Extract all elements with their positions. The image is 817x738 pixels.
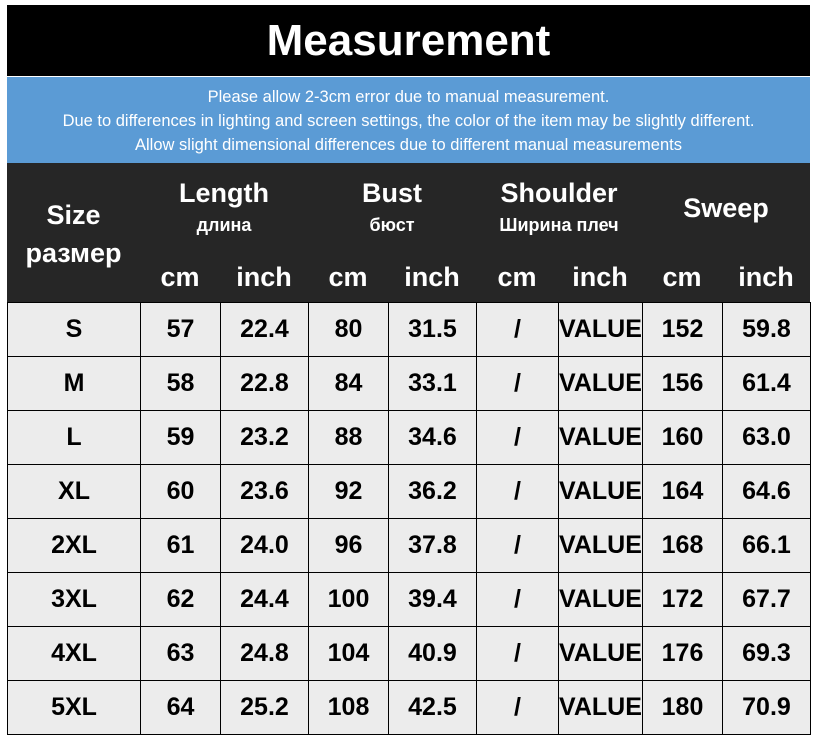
table-cell: 69.3 (722, 626, 811, 681)
table-cell: 2XL (7, 518, 141, 573)
table-cell: 24.0 (220, 518, 309, 573)
table-header (7, 163, 810, 302)
table-cell: XL (7, 464, 141, 519)
unit-label: cm (328, 261, 368, 292)
table-cell: 23.2 (220, 410, 309, 465)
table-cell: 3XL (7, 572, 141, 627)
table-cell: 80 (308, 302, 389, 357)
table-cell: 40.9 (388, 626, 477, 681)
header-label: Size (46, 199, 101, 230)
table-cell: 39.4 (388, 572, 477, 627)
table-cell: 5XL (7, 680, 141, 735)
table-cell: L (7, 410, 141, 465)
header-sublabel: бюст (369, 214, 415, 235)
table-cell: S (7, 302, 141, 357)
table-cell: 70.9 (722, 680, 811, 735)
table-cell: 152 (642, 302, 723, 357)
table-cell: VALUE (558, 626, 643, 681)
table-cell: 63 (140, 626, 221, 681)
table-cell: 22.8 (220, 356, 309, 411)
notice-line: Allow slight dimensional differences due… (135, 136, 682, 154)
table-cell: 84 (308, 356, 389, 411)
table-cell: 172 (642, 572, 723, 627)
header-sublabel: длина (196, 214, 252, 235)
title: Measurement (7, 5, 810, 76)
table-cell: 31.5 (388, 302, 477, 357)
table-cell: 96 (308, 518, 389, 573)
table-cell: / (476, 680, 559, 735)
table-cell: VALUE (558, 518, 643, 573)
table-cell: 168 (642, 518, 723, 573)
header-label: Sweep (683, 192, 769, 223)
table-cell: VALUE (558, 356, 643, 411)
table-cell: VALUE (558, 680, 643, 735)
table-cell: 33.1 (388, 356, 477, 411)
table-cell: 62 (140, 572, 221, 627)
notice: Please allow 2-3cm error due to manual m… (7, 77, 810, 163)
table-cell: / (476, 626, 559, 681)
table-cell: 66.1 (722, 518, 811, 573)
table-cell: 108 (308, 680, 389, 735)
table-cell: 88 (308, 410, 389, 465)
unit-label: inch (236, 261, 292, 292)
unit-label: inch (572, 261, 628, 292)
table-cell: 22.4 (220, 302, 309, 357)
table-cell: / (476, 356, 559, 411)
table-cell: 34.6 (388, 410, 477, 465)
table-cell: 64 (140, 680, 221, 735)
table-cell: VALUE (558, 464, 643, 519)
unit-label: cm (662, 261, 702, 292)
table-cell: 24.4 (220, 572, 309, 627)
table-cell: 25.2 (220, 680, 309, 735)
table-cell: VALUE (558, 410, 643, 465)
table-cell: M (7, 356, 141, 411)
table-cell: 61.4 (722, 356, 811, 411)
unit-label: cm (497, 261, 537, 292)
table-cell: 57 (140, 302, 221, 357)
table-cell: 180 (642, 680, 723, 735)
table-cell: / (476, 464, 559, 519)
table-cell: 67.7 (722, 572, 811, 627)
table-cell: 24.8 (220, 626, 309, 681)
notice-line: Please allow 2-3cm error due to manual m… (207, 88, 610, 106)
table-cell: / (476, 572, 559, 627)
table-cell: 59 (140, 410, 221, 465)
table-cell: 42.5 (388, 680, 477, 735)
header-sublabel: Ширина плеч (499, 214, 619, 235)
table-cell: 58 (140, 356, 221, 411)
table-cell: VALUE (558, 572, 643, 627)
header-label: Length (179, 177, 269, 208)
table-cell: VALUE (558, 302, 643, 357)
table-cell: 37.8 (388, 518, 477, 573)
table-cell: 59.8 (722, 302, 811, 357)
table-cell: 164 (642, 464, 723, 519)
unit-label: cm (160, 261, 200, 292)
table-cell: / (476, 302, 559, 357)
table-cell: 92 (308, 464, 389, 519)
header-sublabel: размер (25, 237, 122, 268)
table-cell: 63.0 (722, 410, 811, 465)
unit-label: inch (404, 261, 460, 292)
table-cell: 61 (140, 518, 221, 573)
table-cell: 104 (308, 626, 389, 681)
table-cell: 64.6 (722, 464, 811, 519)
table-cell: 156 (642, 356, 723, 411)
header-label: Shoulder (500, 177, 618, 208)
table-cell: 176 (642, 626, 723, 681)
table-cell: 4XL (7, 626, 141, 681)
table-cell: 36.2 (388, 464, 477, 519)
table-cell: / (476, 518, 559, 573)
table-cell: 60 (140, 464, 221, 519)
table-cell: 160 (642, 410, 723, 465)
table-cell: 100 (308, 572, 389, 627)
table-cell: 23.6 (220, 464, 309, 519)
notice-line: Due to differences in lighting and scree… (62, 112, 755, 130)
table-cell: / (476, 410, 559, 465)
unit-label: inch (738, 261, 794, 292)
header-label: Bust (362, 177, 422, 208)
